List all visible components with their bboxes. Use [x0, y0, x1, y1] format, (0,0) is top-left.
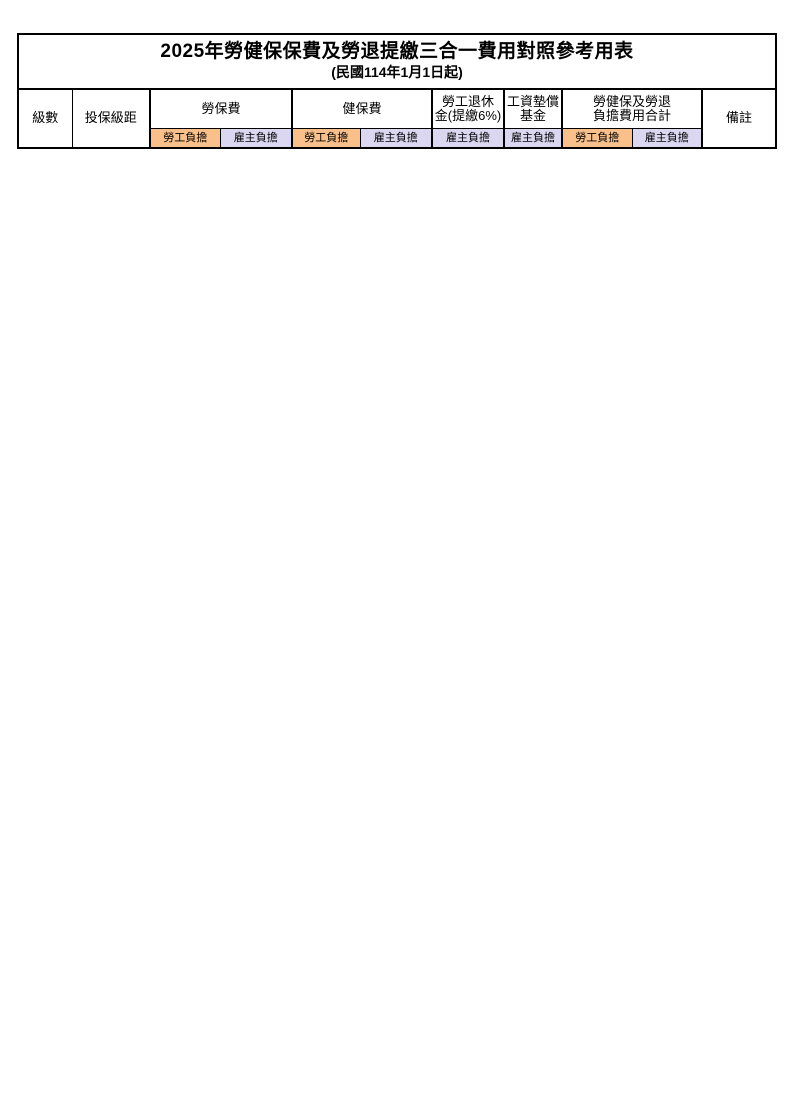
- subheader-labor-employee: 勞工負擔: [149, 128, 221, 149]
- subheader-health-employer: 雇主負擔: [359, 128, 433, 149]
- header-group-row: 級數 投保級距 勞保費 健保費 勞工退休 金(提繳6%) 工資墊償 基金 勞健保…: [17, 88, 777, 149]
- page-title: 2025年勞健保保費及勞退提繳三合一費用對照參考用表: [160, 41, 634, 63]
- subheader-total-employee: 勞工負擔: [561, 128, 633, 149]
- page-subtitle: (民國114年1月1日起): [331, 64, 463, 81]
- header-health-insurance: 健保費: [291, 88, 433, 129]
- subheader-wagefund-employer: 雇主負擔: [503, 128, 563, 149]
- subheader-labor-employer: 雇主負擔: [219, 128, 293, 149]
- table-title-cell: 2025年勞健保保費及勞退提繳三合一費用對照參考用表 (民國114年1月1日起): [17, 33, 777, 90]
- premium-comparison-table: 2025年勞健保保費及勞退提繳三合一費用對照參考用表 (民國114年1月1日起)…: [17, 33, 778, 149]
- subheader-health-employee: 勞工負擔: [291, 128, 361, 149]
- header-bracket: 投保級距: [71, 88, 151, 149]
- title-row: 2025年勞健保保費及勞退提繳三合一費用對照參考用表 (民國114年1月1日起): [17, 33, 777, 90]
- header-level: 級數: [17, 88, 73, 149]
- header-total: 勞健保及勞退 負擔費用合計: [561, 88, 703, 129]
- header-sub-row: 勞工負擔 雇主負擔 勞工負擔 雇主負擔 雇主負擔 雇主負擔 勞工負擔 雇主負擔: [18, 128, 776, 149]
- subheader-pension-employer: 雇主負擔: [431, 128, 505, 149]
- header-pension: 勞工退休 金(提繳6%): [431, 88, 505, 129]
- header-labor-insurance: 勞保費: [149, 88, 293, 129]
- header-remark: 備註: [700, 88, 777, 149]
- header-wage-fund: 工資墊償 基金: [503, 88, 563, 129]
- subheader-total-employer: 雇主負擔: [631, 128, 703, 149]
